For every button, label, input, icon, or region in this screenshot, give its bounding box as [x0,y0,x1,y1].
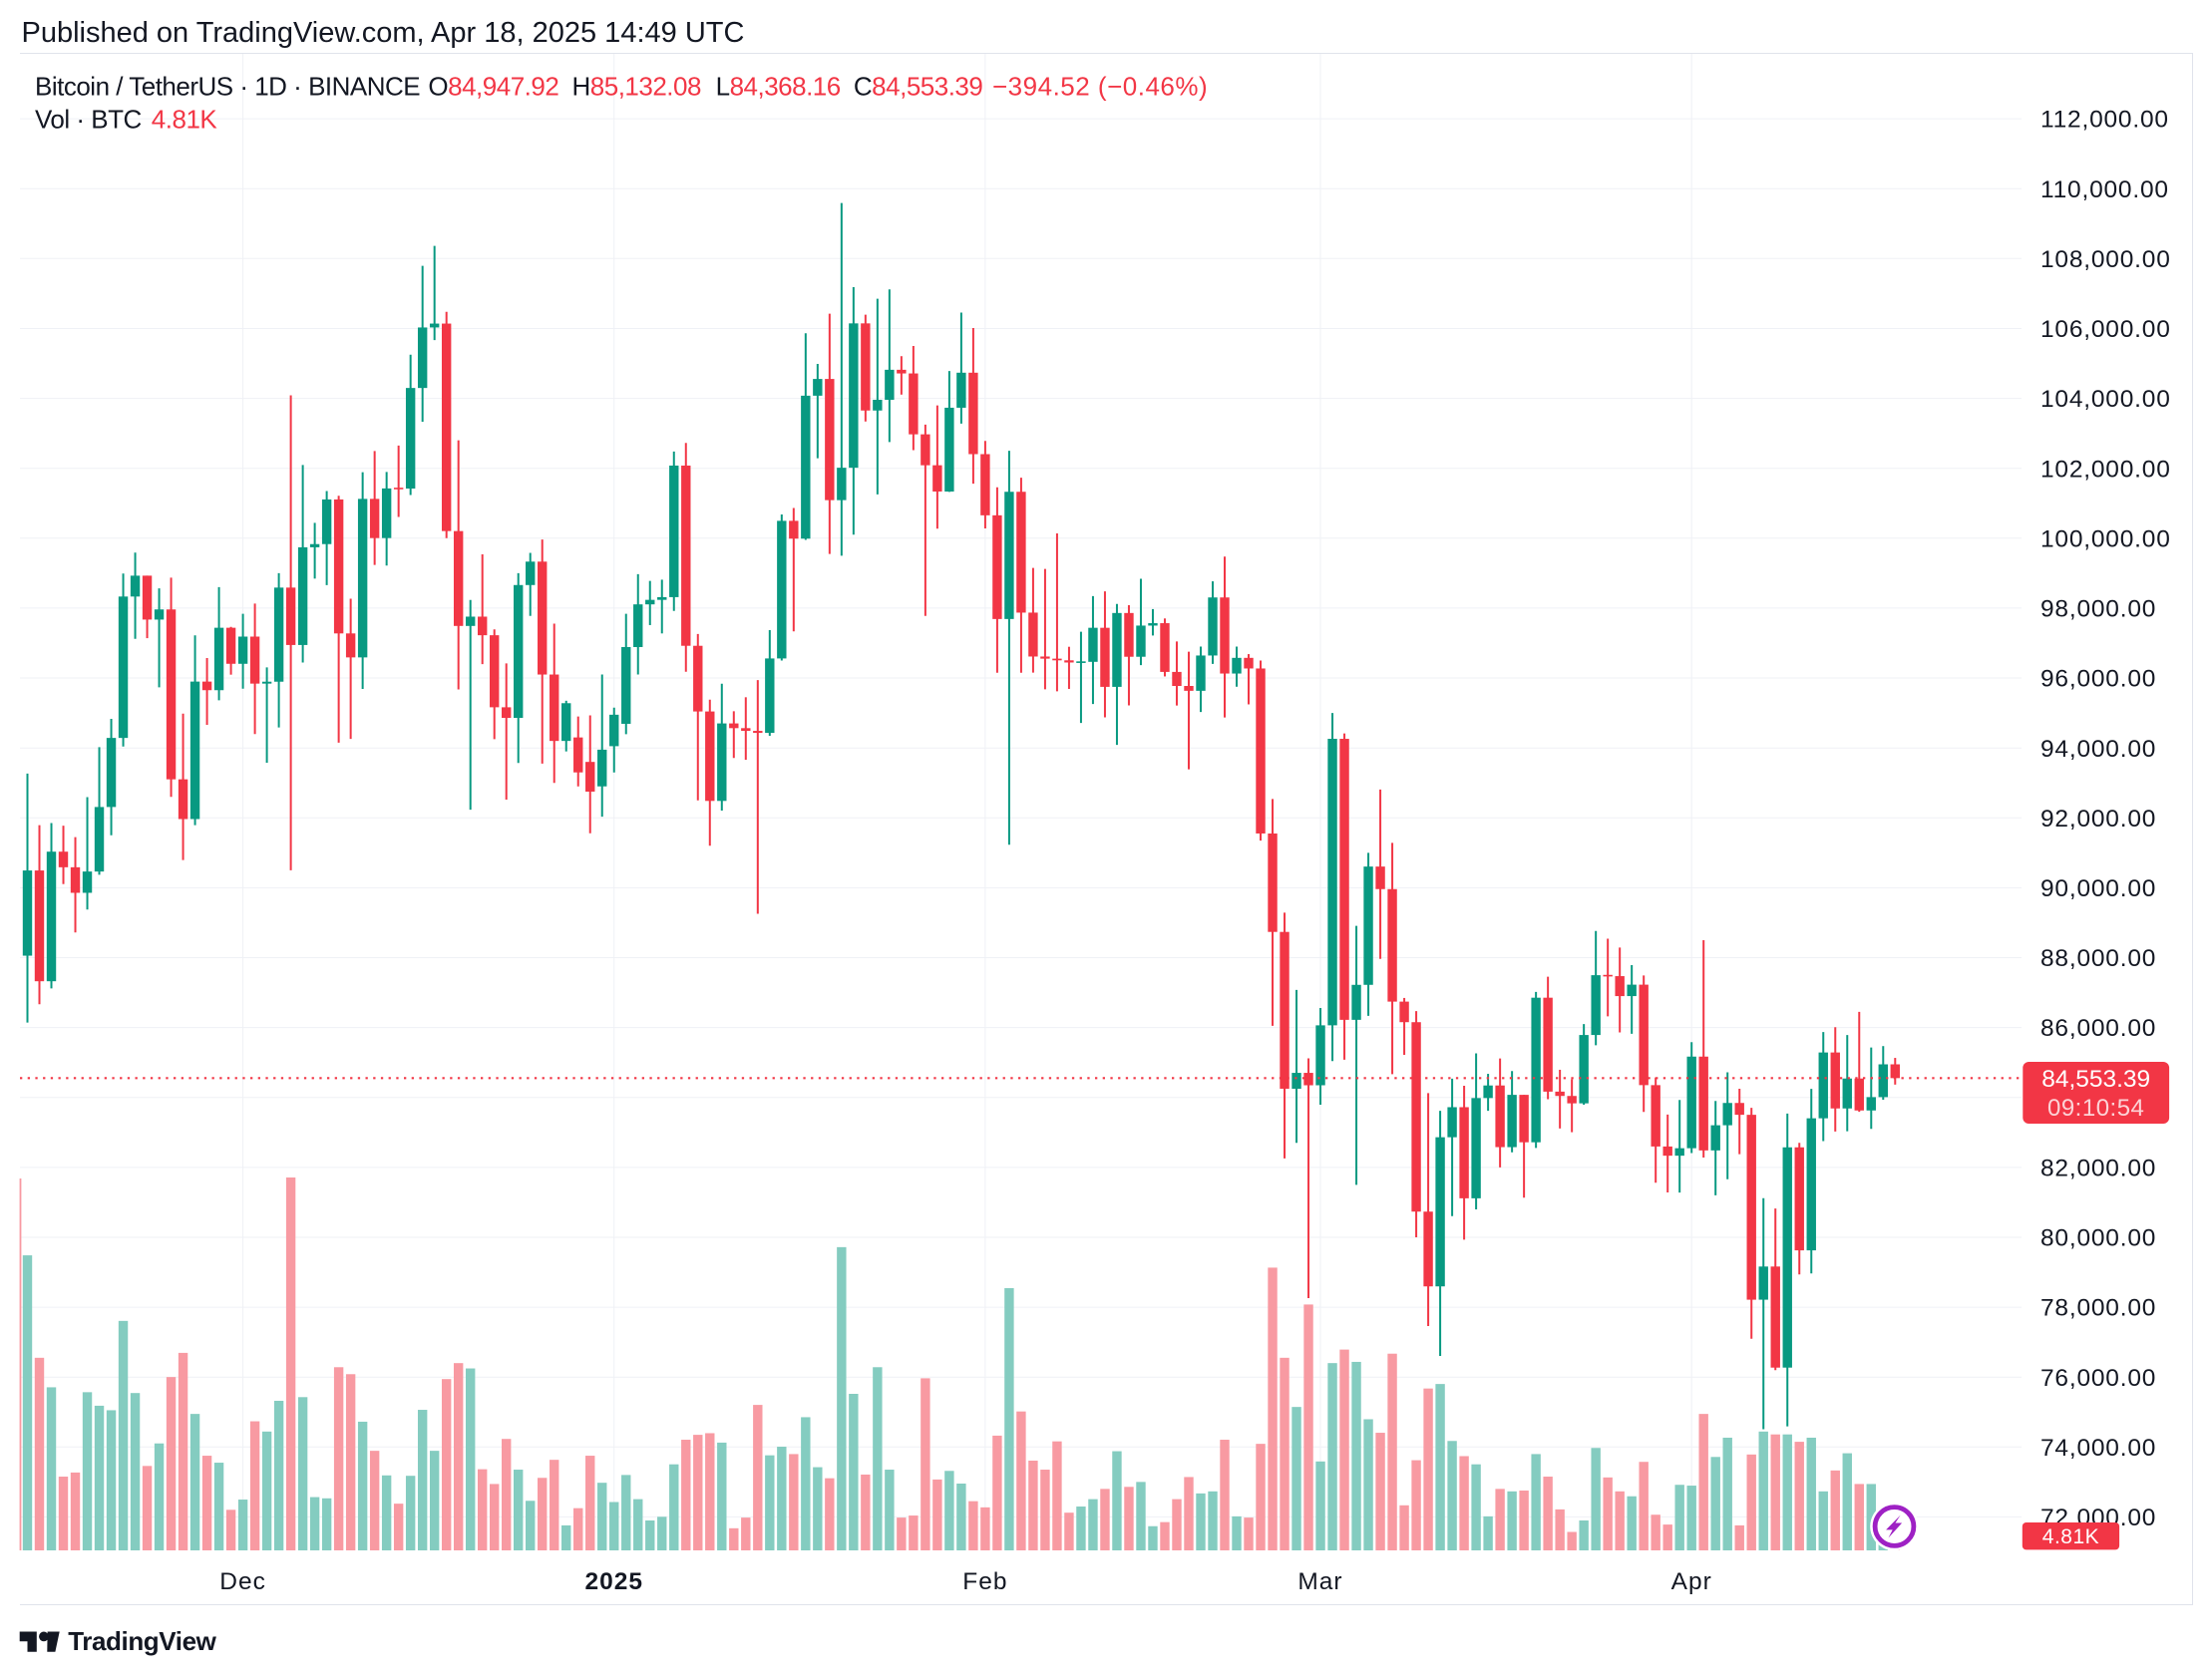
svg-text:102,000.00: 102,000.00 [2040,456,2171,483]
svg-text:100,000.00: 100,000.00 [2040,525,2171,552]
svg-text:96,000.00: 96,000.00 [2040,666,2156,693]
svg-text:Dec: Dec [219,1568,266,1595]
svg-text:Bitcoin / TetherUS · 1D · BINA: Bitcoin / TetherUS · 1D · BINANCE [35,71,420,101]
svg-text:−394.52 (−0.46%): −394.52 (−0.46%) [992,71,1208,101]
svg-text:78,000.00: 78,000.00 [2040,1295,2156,1322]
svg-text:110,000.00: 110,000.00 [2040,176,2169,203]
svg-text:Apr: Apr [1671,1568,1712,1595]
svg-text:Vol · BTC: Vol · BTC [35,105,142,135]
svg-text:80,000.00: 80,000.00 [2040,1225,2156,1252]
svg-text:Published on TradingView.com,: Published on TradingView.com, Apr 18, 20… [22,17,745,49]
svg-text:H85,132.08: H85,132.08 [572,71,701,101]
svg-text:74,000.00: 74,000.00 [2040,1435,2156,1462]
svg-text:88,000.00: 88,000.00 [2040,945,2156,972]
svg-text:O84,947.92: O84,947.92 [428,71,558,101]
svg-text:106,000.00: 106,000.00 [2040,316,2171,343]
svg-text:92,000.00: 92,000.00 [2040,806,2156,833]
svg-text:Feb: Feb [962,1568,1007,1595]
svg-text:TradingView: TradingView [68,1626,216,1656]
svg-text:86,000.00: 86,000.00 [2040,1015,2156,1042]
svg-text:09:10:54: 09:10:54 [2047,1095,2144,1122]
svg-text:104,000.00: 104,000.00 [2040,386,2171,413]
svg-text:94,000.00: 94,000.00 [2040,736,2156,763]
svg-text:112,000.00: 112,000.00 [2040,107,2169,134]
svg-text:76,000.00: 76,000.00 [2040,1365,2156,1392]
svg-text:2025: 2025 [584,1568,643,1595]
svg-text:4.81K: 4.81K [152,105,218,135]
svg-text:82,000.00: 82,000.00 [2040,1156,2156,1182]
svg-text:L84,368.16: L84,368.16 [716,71,841,101]
svg-text:C84,553.39: C84,553.39 [854,71,982,101]
svg-text:4.81K: 4.81K [2042,1525,2099,1548]
svg-text:84,553.39: 84,553.39 [2041,1066,2150,1093]
svg-text:90,000.00: 90,000.00 [2040,875,2156,902]
svg-text:Mar: Mar [1297,1568,1342,1595]
svg-text:108,000.00: 108,000.00 [2040,246,2171,273]
svg-text:98,000.00: 98,000.00 [2040,596,2156,623]
